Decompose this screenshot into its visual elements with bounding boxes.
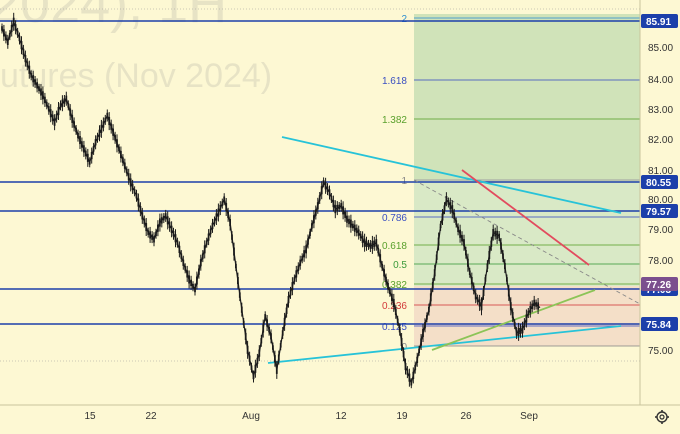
time-tick-19: 19 — [396, 411, 408, 422]
time-tick-15: 15 — [84, 411, 96, 422]
price-tick-79.00: 79.00 — [648, 225, 673, 236]
price-tag-75.84: 75.84 — [646, 320, 671, 331]
price-tag-80.55: 80.55 — [646, 178, 671, 189]
candle-body — [1, 26, 3, 31]
fib-label-4: 0.786 — [382, 213, 407, 224]
time-tick-Sep: Sep — [520, 411, 538, 422]
fib-dashed-diagonal — [413, 179, 641, 305]
price-tag-85.91: 85.91 — [646, 17, 671, 28]
price-series — [1, 12, 541, 389]
fib-label-2: 1.382 — [382, 115, 407, 126]
fib-label-7: 0.382 — [382, 280, 407, 291]
price-tag-bg-79.57 — [641, 204, 678, 218]
price-tick-80.00: 80.00 — [648, 195, 673, 206]
price-tick-78.00: 78.00 — [648, 256, 673, 267]
price-tick-82.00: 82.00 — [648, 135, 673, 146]
time-axis-ticks: 15 22 Aug 12 19 26 Sep — [84, 411, 538, 422]
price-tick-84.00: 84.00 — [648, 75, 673, 86]
time-tick-22: 22 — [145, 411, 157, 422]
price-tick-81.00: 81.00 — [648, 166, 673, 177]
price-tick-85.00: 85.00 — [648, 43, 673, 54]
upper-cyan-trendline[interactable] — [281, 136, 622, 214]
price-tag-bg-80.55 — [641, 175, 678, 189]
fib-label-6: 0.5 — [393, 260, 407, 271]
fib-label-0: 2 — [401, 14, 407, 25]
price-tag-77.26: 77.26 — [646, 280, 671, 291]
watermark: 2024), 1H utures (Nov 2024) — [0, 0, 272, 95]
gear-icon[interactable] — [655, 410, 669, 424]
red-trendline[interactable] — [461, 169, 590, 266]
price-tick-75.00: 75.00 — [648, 346, 673, 357]
fib-label-1: 1.618 — [382, 76, 407, 87]
time-tick-12: 12 — [335, 411, 347, 422]
time-tick-26: 26 — [460, 411, 472, 422]
fib-label-10: 0 — [401, 342, 407, 353]
price-tag-bg-75.84 — [641, 317, 678, 331]
price-tag-bg-85.91 — [641, 14, 678, 28]
price-axis-ticks: 85.00 84.00 83.00 82.00 81.00 80.00 79.00 78.00… — [648, 43, 673, 357]
price-tag-bg-77.26 — [641, 277, 678, 291]
price-tag-79.57: 79.57 — [646, 207, 671, 218]
horizontal-levels — [0, 20, 640, 325]
watermark-line2: utures (Nov 2024) — [0, 57, 272, 95]
watermark-line1: 2024), 1H — [0, 0, 227, 34]
fib-label-9: 0.125 — [382, 322, 407, 333]
price-line — [1, 19, 541, 386]
fib-level-lines — [414, 17, 640, 347]
time-tick-Aug: Aug — [242, 411, 260, 422]
fib-label-5: 0.618 — [382, 241, 407, 252]
price-tick-83.00: 83.00 — [648, 105, 673, 116]
